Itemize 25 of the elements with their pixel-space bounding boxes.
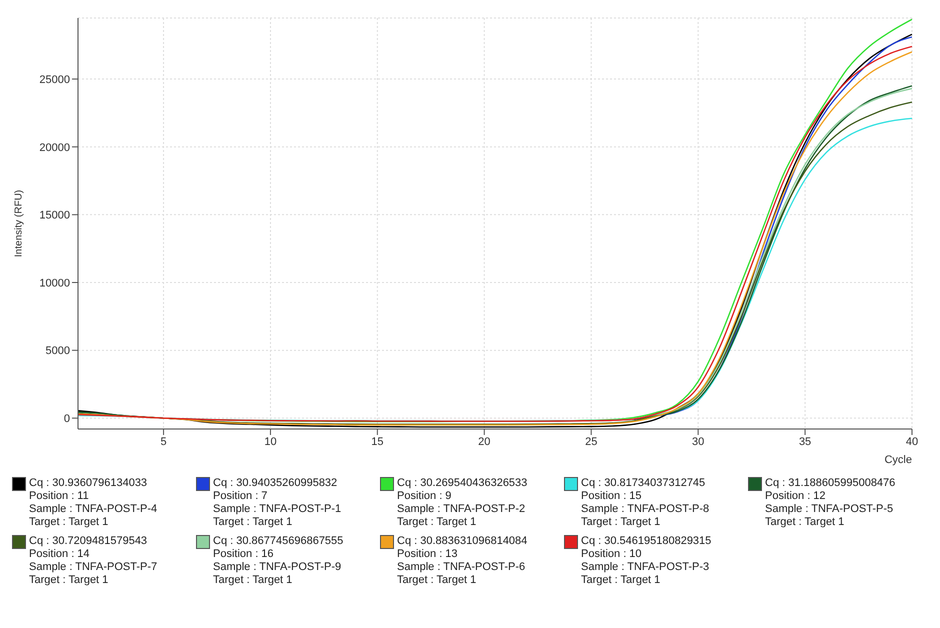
x-tick-label: 5: [160, 436, 167, 448]
legend-label: Cq : 30.81734037312745 Position : 15 Sample : TNFA-POST-P-8 Target : Target 1: [581, 477, 710, 529]
y-axis-title: Intensity (RFU): [14, 190, 25, 258]
legend-label: Cq : 30.867745696867555 Position : 16 Sample : TNFA-POST-P-9 Target : Target 1: [213, 535, 344, 587]
x-tick-label: 15: [371, 436, 384, 448]
x-tick-label: 30: [692, 436, 704, 448]
x-tick-label: 20: [478, 436, 490, 448]
y-tick-label: 10000: [39, 277, 70, 290]
x-axis-title: Cycle: [884, 454, 912, 466]
x-tick-label: 35: [798, 436, 812, 448]
legend-label: Cq : 30.546195180829315 Position : 10 Sample : TNFA-POST-P-3 Target : Target 1: [581, 535, 712, 587]
y-tick-label: 25000: [39, 74, 70, 86]
x-tick-label: 10: [264, 436, 277, 448]
legend-label: Cq : 30.883631096814084 Position : 13 Sample : TNFA-POST-P-6 Target : Target 1: [397, 535, 528, 587]
y-tick-label: 15000: [39, 210, 70, 222]
legend-label: Cq : 30.269540436326533 Position : 9 Sample : TNFA-POST-P-2 Target : Target 1: [397, 477, 528, 529]
x-tick-label: 25: [585, 436, 598, 448]
legend-label: Cq : 30.94035260995832 Position : 7 Sample : TNFA-POST-P-1 Target : Target 1: [213, 477, 342, 529]
y-tick-label: 20000: [39, 142, 70, 154]
legend-label: Cq : 31.188605995008476 Position : 12 Sample : TNFA-POST-P-5 Target : Target 1: [765, 477, 896, 529]
legend-label: Cq : 30.7209481579543 Position : 14 Sample : TNFA-POST-P-7 Target : Target 1: [29, 535, 158, 587]
y-tick-label: 0: [64, 413, 70, 426]
y-tick-label: 5000: [46, 345, 70, 358]
legend-label: Cq : 30.9360796134033 Position : 11 Sample : TNFA-POST-P-4 Target : Target 1: [29, 477, 158, 529]
x-tick-label: 40: [906, 436, 918, 448]
